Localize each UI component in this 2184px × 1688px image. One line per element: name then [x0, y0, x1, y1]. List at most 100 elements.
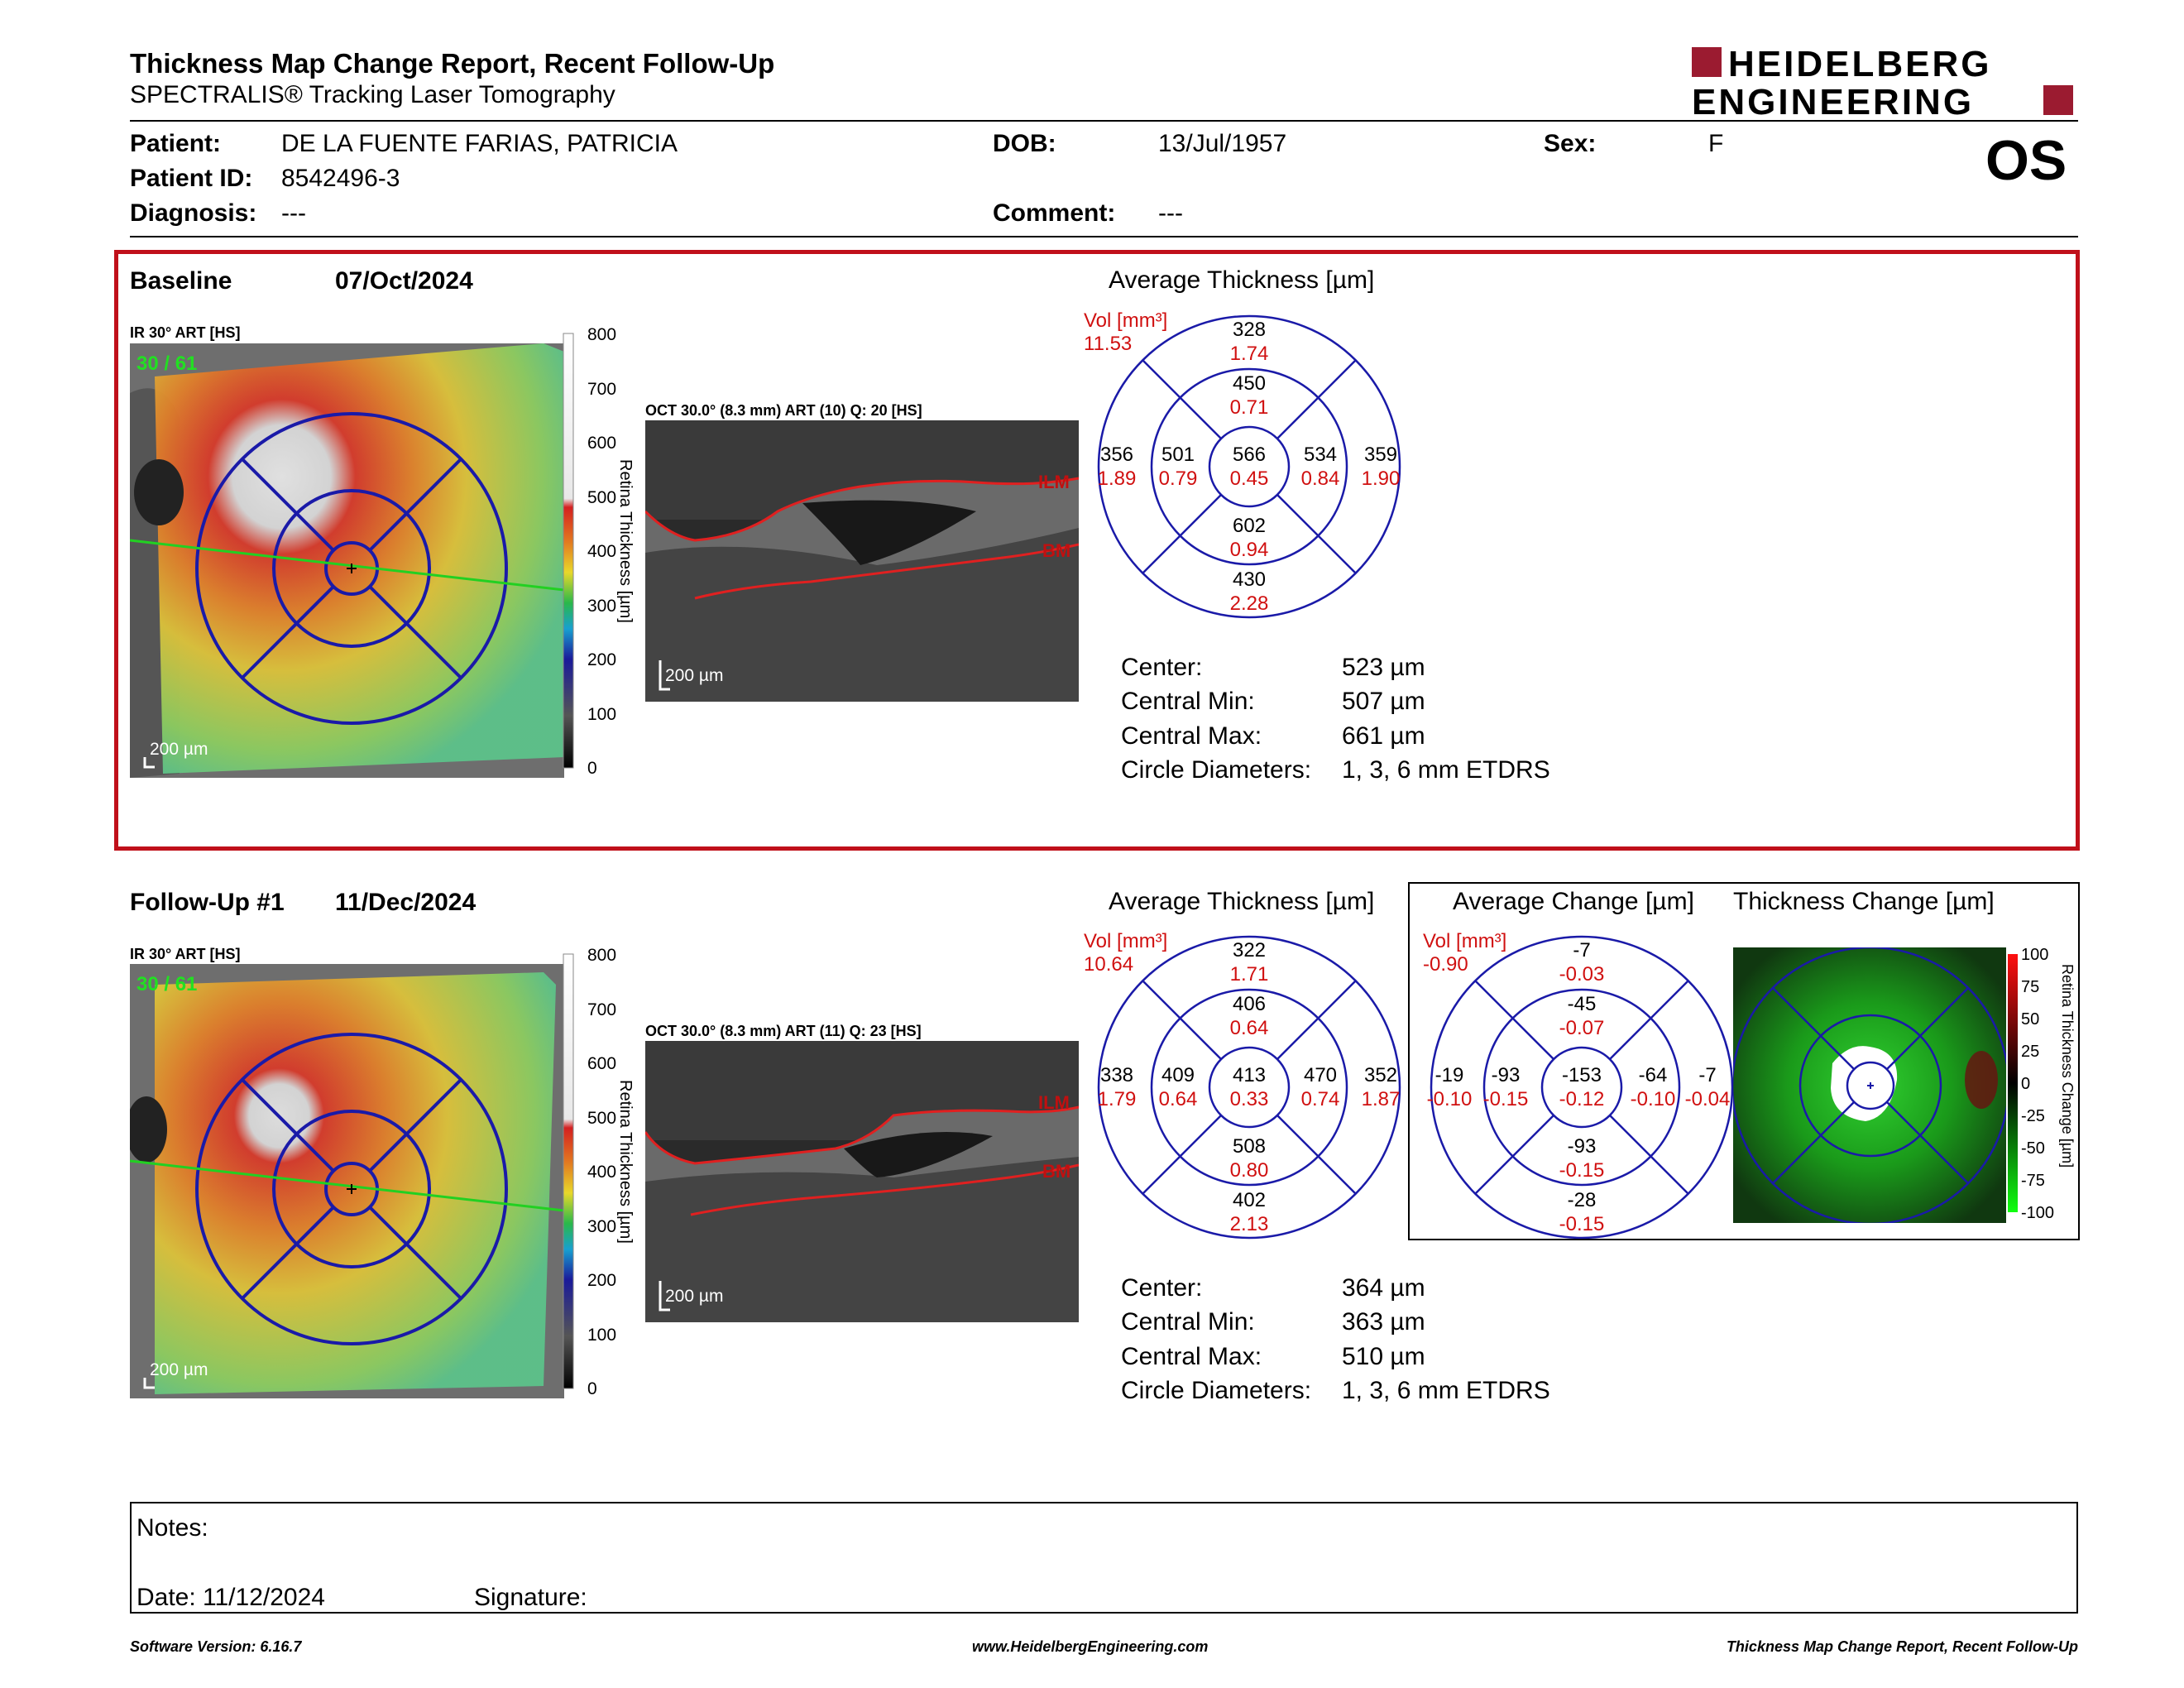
thickness-change-title: Thickness Change [µm] [1733, 888, 1995, 915]
followup-cbar-tick-300: 300 [587, 1217, 616, 1236]
logo-line2: ENGINEERING [1692, 82, 1974, 120]
followup-center-value: 364 µm [1342, 1274, 1425, 1302]
baseline-diam-value: 1, 3, 6 mm ETDRS [1342, 756, 1550, 784]
change-inner-left-thickness: -93 [1492, 1064, 1521, 1086]
change-center-volume: -0.12 [1559, 1088, 1605, 1110]
change-outer-top-thickness: -7 [1573, 939, 1590, 961]
change-outer-left-thickness: -19 [1435, 1064, 1464, 1086]
baseline-outer-right-thickness: 359 [1364, 444, 1397, 466]
baseline-cbar-tick-500: 500 [587, 488, 616, 507]
followup-outer-left-volume: 1.79 [1098, 1088, 1137, 1110]
followup-outer-right-volume: 1.87 [1362, 1088, 1401, 1110]
followup-outer-top-thickness: 322 [1233, 939, 1266, 961]
followup-outer-top-volume: 1.71 [1230, 963, 1269, 985]
baseline-date: 07/Oct/2024 [335, 267, 473, 295]
followup-cbar-tick-100: 100 [587, 1326, 616, 1345]
notes-box [130, 1502, 2078, 1614]
change-inner-right-thickness: -64 [1639, 1064, 1668, 1086]
baseline-avg-title: Average Thickness [µm] [1109, 266, 1375, 294]
followup-outer-left-thickness: 338 [1100, 1064, 1133, 1086]
dob-value: 13/Jul/1957 [1158, 130, 1287, 157]
comment-label: Comment: [993, 199, 1116, 227]
baseline-max-value: 661 µm [1342, 722, 1425, 750]
change-inner-top-thickness: -45 [1568, 993, 1597, 1015]
change-cbar-tick-neg75: -75 [2021, 1172, 2045, 1190]
followup-ilm-label: ILM [1038, 1092, 1070, 1113]
followup-thickness-map: 30 / 61 200 µm [126, 964, 565, 1398]
followup-diam-label: Circle Diameters: [1121, 1377, 1312, 1404]
baseline-inner-right-thickness: 534 [1304, 444, 1337, 466]
baseline-cbar-tick-300: 300 [587, 597, 616, 616]
followup-inner-bottom-volume: 0.80 [1230, 1159, 1269, 1182]
followup-cbar-tick-600: 600 [587, 1054, 616, 1073]
baseline-outer-bottom-thickness: 430 [1233, 568, 1266, 591]
baseline-inner-left-thickness: 501 [1161, 444, 1195, 466]
notes-date: Date: 11/12/2024 [136, 1584, 325, 1611]
dob-label: DOB: [993, 130, 1056, 157]
patient-label: Patient: [130, 130, 222, 157]
baseline-cbar-tick-700: 700 [587, 380, 616, 399]
baseline-ir-scale: 200 µm [150, 740, 208, 759]
baseline-max-label: Central Max: [1121, 722, 1262, 750]
baseline-inner-bottom-volume: 0.94 [1230, 539, 1269, 561]
baseline-ilm-label: ILM [1038, 472, 1070, 492]
followup-date: 11/Dec/2024 [335, 889, 477, 916]
eye-label: OS [1985, 129, 2067, 192]
followup-ir-scale: 200 µm [150, 1360, 208, 1379]
followup-cbar-tick-400: 400 [587, 1163, 616, 1182]
change-etdrs-grid: Vol [mm³] -0.90 -7 -0.03 -45 -0.07 -19 -… [1416, 925, 1747, 1244]
followup-vol-total: 10.64 [1084, 953, 1133, 976]
change-outer-bottom-volume: -0.15 [1559, 1213, 1605, 1235]
baseline-cbar-tick-400: 400 [587, 542, 616, 561]
change-cbar-tick-0: 0 [2021, 1075, 2030, 1093]
baseline-bm-label: BM [1042, 540, 1070, 561]
change-box [1408, 882, 2080, 1240]
change-outer-bottom-thickness: -28 [1568, 1189, 1597, 1211]
followup-cbar-tick-200: 200 [587, 1271, 616, 1290]
baseline-outer-left-volume: 1.89 [1098, 468, 1137, 490]
followup-title: Follow-Up #1 [130, 889, 285, 916]
followup-center-volume: 0.33 [1230, 1088, 1269, 1110]
baseline-inner-right-volume: 0.84 [1301, 468, 1340, 490]
baseline-cbar-tick-0: 0 [587, 759, 597, 778]
heidelberg-logo: HEIDELBERG ENGINEERING [1692, 44, 2081, 122]
change-colorbar: 100 75 50 25 0 -25 -50 -75 -100 Retina T… [2006, 946, 2080, 1223]
followup-etdrs-grid: Vol [mm³] 10.64 322 1.71 406 0.64 338 1.… [1084, 925, 1415, 1244]
diagnosis-label: Diagnosis: [130, 199, 257, 227]
followup-inner-top-volume: 0.64 [1230, 1017, 1269, 1039]
followup-outer-right-thickness: 352 [1364, 1064, 1397, 1086]
change-outer-right-thickness: -7 [1698, 1064, 1716, 1086]
sex-label: Sex: [1544, 130, 1597, 157]
baseline-diam-label: Circle Diameters: [1121, 756, 1312, 784]
notes-label: Notes: [136, 1514, 208, 1542]
followup-vol-label: Vol [mm³] [1084, 930, 1167, 952]
followup-outer-bottom-volume: 2.13 [1230, 1213, 1269, 1235]
change-outer-top-volume: -0.03 [1559, 963, 1605, 985]
baseline-min-label: Central Min: [1121, 688, 1255, 715]
baseline-center-thickness: 566 [1233, 444, 1266, 466]
change-cbar-tick-neg100: -100 [2021, 1204, 2054, 1222]
followup-diam-value: 1, 3, 6 mm ETDRS [1342, 1377, 1550, 1404]
change-cbar-tick-25: 25 [2021, 1043, 2039, 1061]
followup-ir-overlay: 30 / 61 [136, 973, 197, 995]
change-inner-bottom-thickness: -93 [1568, 1135, 1597, 1158]
followup-cbar-tick-500: 500 [587, 1109, 616, 1128]
baseline-cbar-tick-800: 800 [587, 327, 616, 344]
baseline-center-value: 523 µm [1342, 654, 1425, 681]
website-link[interactable]: www.HeidelbergEngineering.com [972, 1638, 1209, 1655]
baseline-outer-left-thickness: 356 [1100, 444, 1133, 466]
baseline-colorbar: 800 700 600 500 400 300 200 100 0 Retina… [554, 325, 645, 778]
logo-line1: HEIDELBERG [1728, 46, 1991, 84]
followup-min-label: Central Min: [1121, 1308, 1255, 1336]
baseline-vol-total: 11.53 [1084, 333, 1132, 355]
followup-cbar-tick-800: 800 [587, 947, 616, 965]
change-inner-top-volume: -0.07 [1559, 1017, 1605, 1039]
baseline-min-value: 507 µm [1342, 688, 1425, 715]
comment-value: --- [1158, 199, 1183, 227]
signature-label: Signature: [474, 1584, 587, 1611]
followup-max-value: 510 µm [1342, 1343, 1425, 1370]
sex-value: F [1708, 130, 1724, 157]
baseline-cbar-tick-600: 600 [587, 434, 616, 453]
baseline-ir-overlay: 30 / 61 [136, 352, 197, 375]
followup-cbar-tick-700: 700 [587, 1000, 616, 1019]
